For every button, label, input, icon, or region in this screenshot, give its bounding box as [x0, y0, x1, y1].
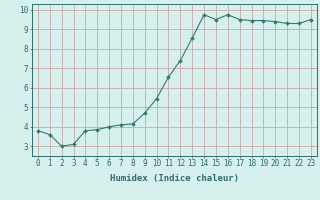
X-axis label: Humidex (Indice chaleur): Humidex (Indice chaleur) — [110, 174, 239, 183]
